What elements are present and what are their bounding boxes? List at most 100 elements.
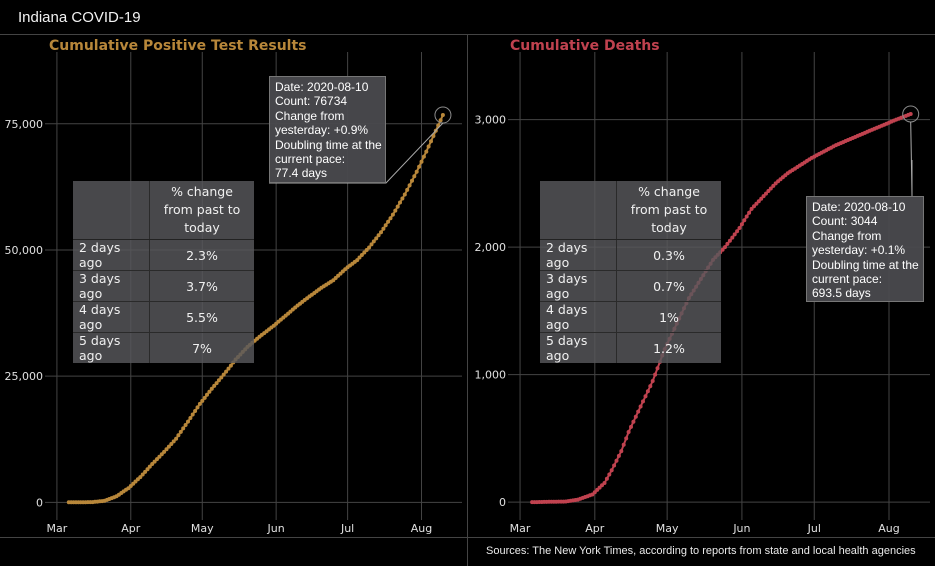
x-tick-label: Jul — [340, 522, 354, 535]
data-point — [626, 430, 631, 434]
tooltip-date: Date: 2020-08-10 — [275, 80, 369, 94]
data-point — [771, 183, 776, 188]
footer-divider — [0, 537, 935, 538]
deaths-change-table: % change from past to today 2 days ago 0… — [540, 181, 721, 363]
data-point — [359, 253, 364, 257]
data-point — [386, 219, 391, 224]
data-point — [655, 366, 660, 371]
data-point — [419, 159, 424, 164]
x-tick-label: Jun — [732, 522, 750, 535]
data-point — [749, 206, 754, 211]
data-point — [193, 409, 198, 413]
table-row: 3 days ago 3.7% — [73, 270, 254, 302]
data-point — [181, 426, 186, 431]
x-tick-label: Mar — [510, 522, 531, 535]
data-point — [616, 453, 621, 458]
data-point — [754, 201, 759, 206]
cases-change-table: % change from past to today 2 days ago 2… — [73, 181, 254, 363]
data-point — [176, 433, 181, 438]
x-tick-label: May — [656, 522, 679, 535]
data-point — [648, 384, 653, 389]
data-point — [393, 208, 398, 213]
data-point — [426, 144, 431, 149]
table-row: 2 days ago 0.3% — [540, 239, 721, 271]
data-point — [400, 196, 405, 201]
data-point — [756, 199, 761, 204]
row-label: 2 days ago — [540, 239, 617, 271]
data-point — [369, 242, 374, 247]
data-point — [732, 232, 737, 237]
data-point — [398, 200, 402, 205]
data-point — [178, 429, 183, 434]
data-point — [221, 372, 226, 377]
row-label: 3 days ago — [540, 270, 617, 302]
data-point — [205, 392, 209, 397]
data-point — [226, 366, 231, 371]
x-tick-label: Jun — [267, 522, 285, 535]
data-point — [440, 113, 445, 117]
data-point — [725, 241, 730, 246]
data-point — [612, 463, 617, 468]
x-tick-label: Apr — [121, 522, 141, 535]
data-point — [374, 236, 379, 241]
data-point — [216, 378, 221, 383]
data-point — [643, 394, 648, 399]
row-value: 1.2% — [616, 332, 721, 363]
data-point — [171, 439, 176, 444]
tooltip-change: Change from — [812, 228, 882, 243]
data-point — [645, 389, 650, 394]
data-point — [624, 436, 629, 441]
data-point — [764, 191, 768, 196]
data-point — [414, 169, 419, 174]
data-point — [143, 469, 148, 474]
data-point — [390, 212, 395, 217]
data-point — [650, 379, 655, 383]
row-label: 4 days ago — [73, 301, 150, 333]
row-value: 0.7% — [616, 270, 721, 302]
data-point — [138, 475, 143, 480]
data-point — [364, 248, 369, 252]
tooltip-doubling: Doubling time at the — [812, 257, 919, 272]
row-label: 2 days ago — [73, 239, 150, 271]
y-tick-label: 1,000 — [475, 369, 507, 382]
tooltip-count: Count: 3044 — [812, 214, 878, 229]
data-point — [638, 404, 643, 409]
row-value: 0.3% — [616, 239, 721, 271]
y-tick-label: 75,000 — [5, 118, 44, 131]
data-point — [761, 194, 766, 199]
data-point — [727, 238, 732, 243]
row-label: 4 days ago — [540, 301, 617, 333]
source-note: Sources: The New York Times, according t… — [486, 545, 916, 557]
data-point — [908, 112, 913, 116]
data-point — [395, 204, 400, 209]
tooltip-change: yesterday: +0.1% — [812, 243, 906, 258]
data-point — [388, 216, 393, 221]
cases-y-axis: 0 25,000 50,000 75,000 — [5, 118, 44, 510]
data-point — [162, 449, 167, 454]
tooltip-change: Change from — [275, 108, 345, 123]
data-point — [429, 139, 433, 144]
data-point — [228, 363, 233, 368]
x-tick-label: Jul — [807, 522, 821, 535]
row-label: 3 days ago — [73, 270, 150, 302]
data-point — [362, 250, 367, 255]
data-point — [619, 449, 624, 454]
data-point — [636, 409, 641, 414]
data-point — [147, 464, 152, 469]
data-point — [174, 436, 179, 441]
tooltip-doubling: 693.5 days — [812, 286, 871, 301]
x-tick-label: Aug — [411, 522, 432, 535]
data-point — [355, 258, 360, 263]
row-label: 5 days ago — [73, 332, 150, 363]
data-point — [631, 419, 636, 424]
app-title: Indiana COVID-19 — [18, 9, 141, 26]
table-row: 2 days ago 2.3% — [73, 239, 254, 271]
row-value: 2.3% — [149, 239, 254, 271]
tooltip-doubling: 77.4 days — [275, 166, 328, 181]
cases-x-axis: Mar Apr May Jun Jul Aug — [47, 522, 433, 535]
x-tick-label: Aug — [878, 522, 899, 535]
data-point — [214, 381, 219, 386]
data-point — [768, 186, 773, 191]
y-tick-label: 25,000 — [5, 370, 44, 383]
data-point — [190, 412, 195, 417]
